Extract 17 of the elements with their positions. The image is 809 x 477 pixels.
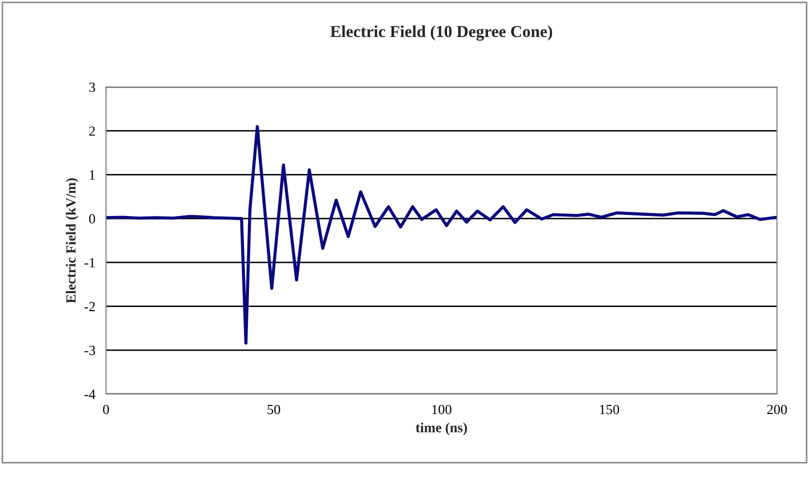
y-tick-label: 1 (90, 170, 95, 180)
chart-title: Electric Field (10 Degree Cone) (330, 25, 552, 41)
y-tick-label: 3 (89, 82, 96, 92)
y-axis-title: Electric Field (kV/m) (66, 178, 78, 304)
y-tick-label: -1 (84, 258, 95, 268)
x-tick-label: 200 (767, 404, 787, 414)
y-tick-label: -2 (84, 302, 95, 312)
x-tick-label: 50 (268, 404, 280, 414)
y-tick-label: 2 (89, 126, 95, 136)
x-tick-label: 150 (600, 404, 620, 414)
line-series (106, 124, 777, 345)
y-tick-label: 0 (89, 214, 96, 224)
y-tick-label: -4 (84, 390, 96, 399)
x-tick-label: 100 (432, 404, 452, 414)
x-tick-label: 0 (103, 404, 109, 414)
y-tick-label: -3 (84, 346, 96, 356)
x-axis-title: time (ns) (416, 422, 467, 436)
